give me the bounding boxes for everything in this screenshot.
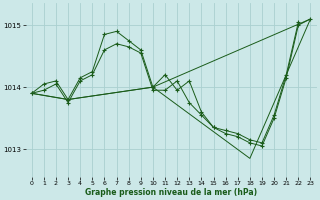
X-axis label: Graphe pression niveau de la mer (hPa): Graphe pression niveau de la mer (hPa) — [85, 188, 257, 197]
